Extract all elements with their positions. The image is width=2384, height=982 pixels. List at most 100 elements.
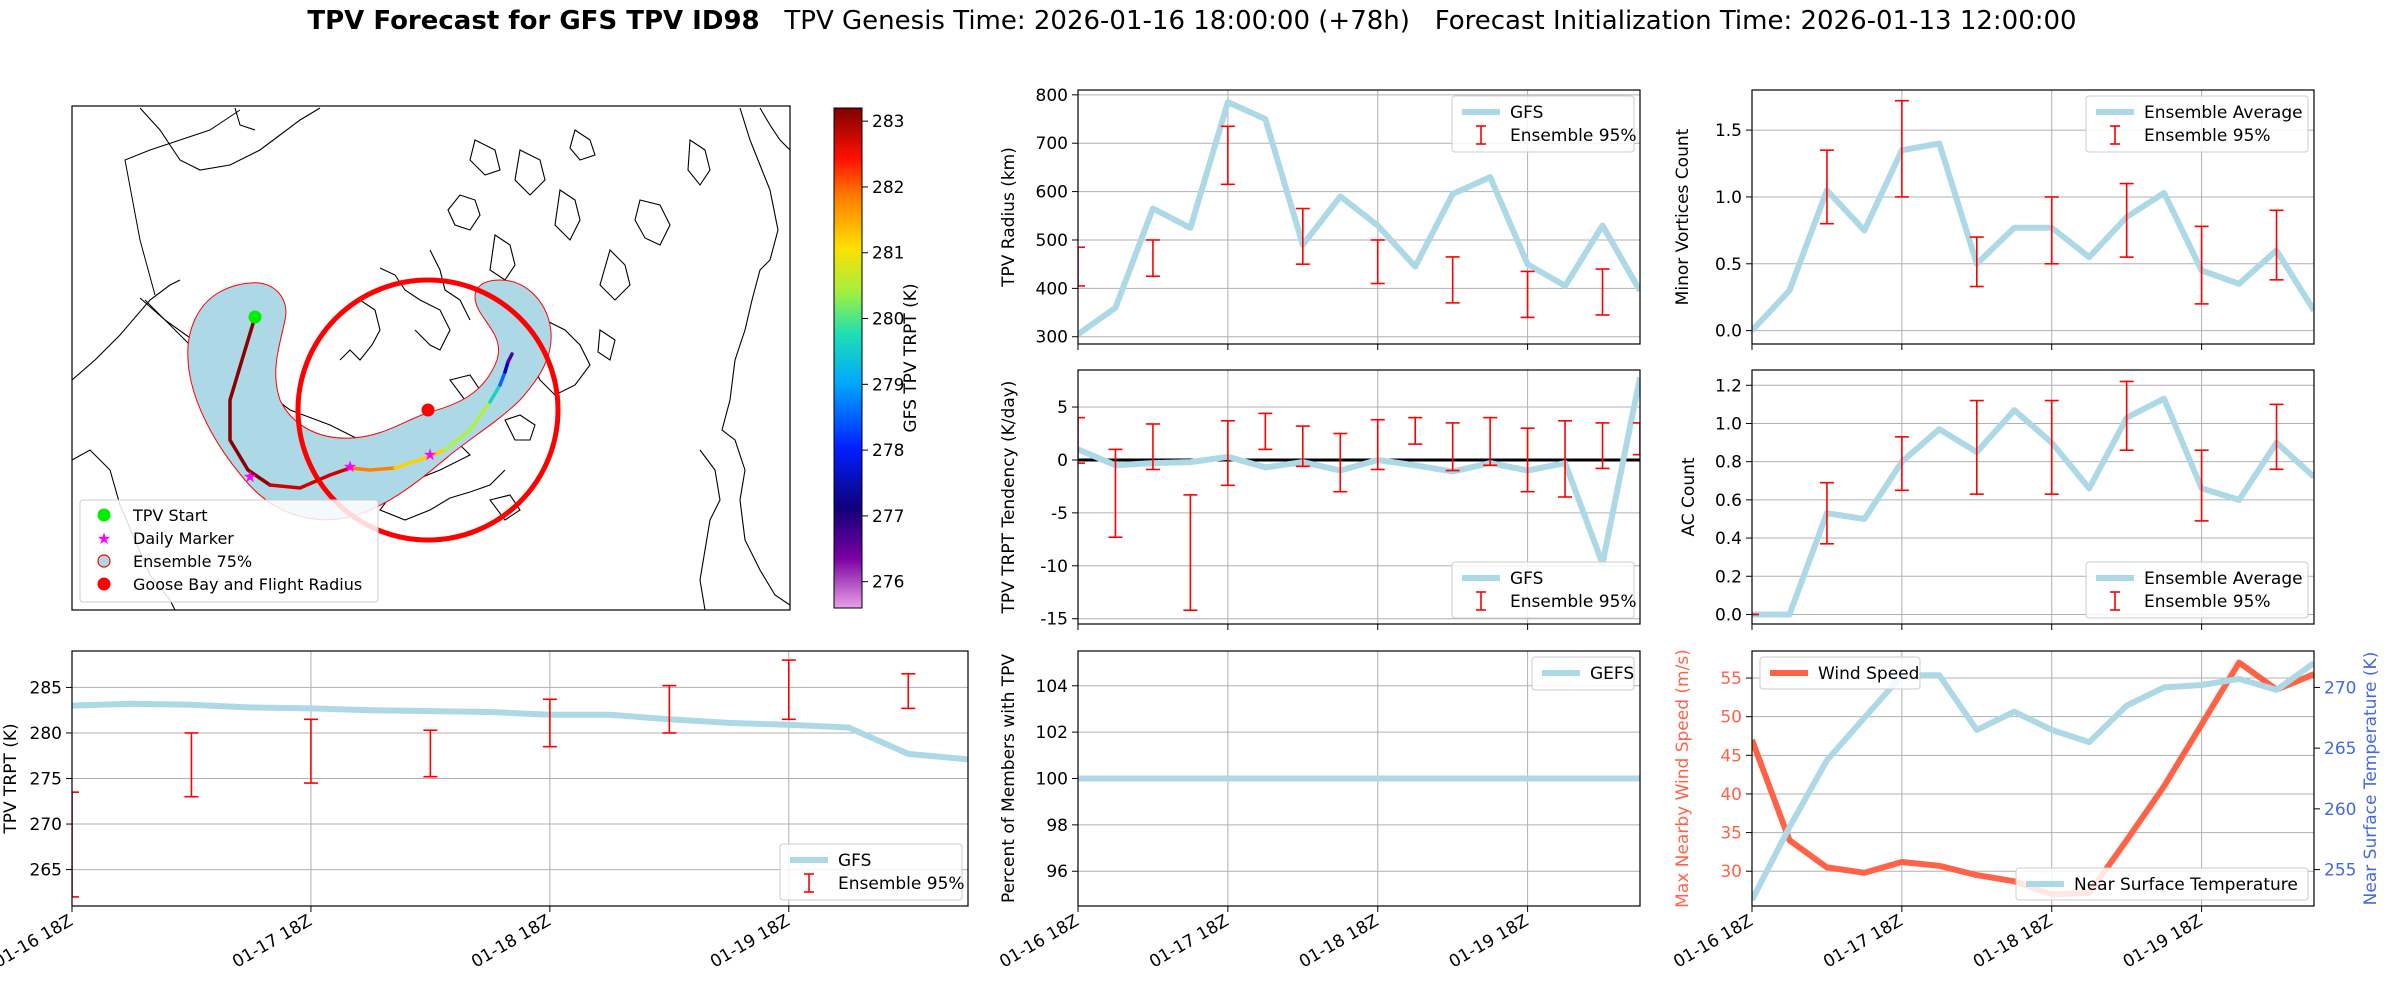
y-tick-label: 600: [1036, 183, 1068, 203]
y-tick-label: 40: [1720, 785, 1742, 805]
ring-marker-icon: [97, 554, 111, 568]
legend-wind: Wind Speed: [1759, 656, 1921, 690]
y-tick-label: 1.0: [1715, 188, 1742, 208]
error-bar: [303, 718, 318, 784]
error-bar: [1819, 149, 1834, 225]
plot-area: [1078, 99, 1640, 337]
y-right-tick-label: 270: [2324, 678, 2356, 698]
colorbar: 283 282 281 280 279 278 277 276 GFS TPV TRPT (K…: [833, 107, 921, 609]
error-bar: [1183, 494, 1198, 612]
legend-label: Ensemble Average: [2144, 103, 2303, 123]
y-tick-label: 0.4: [1715, 529, 1742, 549]
error-bar: [1445, 422, 1460, 472]
y-right-tick-label: 255: [2324, 861, 2356, 881]
series-line-gfs: [72, 700, 968, 763]
plot-frame: [1077, 369, 1641, 625]
y-right-tick-label: 260: [2324, 800, 2356, 820]
legend-errorbar-swatch: [1476, 591, 1486, 611]
error-bar: [1408, 416, 1423, 445]
y-tick-label: 30: [1720, 862, 1742, 882]
error-bar: [2119, 380, 2134, 452]
plot-area: [72, 659, 968, 898]
y-tick-label: 300: [1036, 328, 1068, 348]
error-bar: [1220, 125, 1235, 186]
error-bar: [542, 698, 557, 748]
y-tick-label: 800: [1036, 86, 1068, 106]
colorbar-gradient: [833, 107, 863, 609]
y-axis-label: TPV Radius (km): [999, 147, 1019, 288]
error-bar: [1445, 256, 1460, 304]
error-bar: [1558, 419, 1573, 498]
legend-box: [1759, 656, 1921, 690]
legend-label: GFS: [1510, 569, 1543, 589]
error-bar: [1520, 270, 1535, 319]
series-line-ensemble-average: [1752, 140, 2314, 333]
y-tick-label: 1.2: [1715, 376, 1742, 396]
x-tick-label: 01-18 18Z: [468, 911, 554, 972]
y-tick-label: -5: [1051, 504, 1068, 524]
error-bar: [1145, 239, 1160, 278]
error-bar: [2269, 403, 2284, 471]
error-bar: [184, 732, 199, 798]
y-axis-label: TPV TRPT (K): [1, 723, 21, 834]
goose-bay-marker: [421, 403, 435, 417]
map-legend: TPV Start ★ Daily Marker Ensemble 75% Goose …: [79, 499, 379, 603]
tpv-track: [228, 315, 514, 490]
figure-title-rest: TPV Genesis Time: 2026-01-16 18:00:00 (+…: [784, 6, 2077, 36]
x-tick-label: 01-17 18Z: [229, 911, 315, 972]
colorbar-tick-label: 279: [872, 375, 904, 395]
y-tick-label: 0.2: [1715, 567, 1742, 587]
error-bar: [1333, 432, 1348, 493]
error-bar: [1258, 412, 1273, 451]
dot-marker-icon: [97, 577, 111, 591]
error-bar: [1145, 423, 1160, 471]
y-tick-label: 500: [1036, 231, 1068, 251]
error-bar: [1894, 99, 1909, 198]
daily-markers: ★ ★ ★: [243, 445, 437, 486]
plot-area: [1752, 380, 2314, 618]
error-bar: [901, 672, 916, 710]
legend-errorbar-swatch: [2110, 125, 2120, 145]
legend-minor: Ensemble Average Ensemble 95%: [2085, 95, 2309, 153]
legend-tendency: GFS Ensemble 95%: [1451, 561, 1637, 619]
series-line-gfs: [1078, 376, 1640, 567]
legend-label: Wind Speed: [1818, 664, 1919, 684]
flight-radius-circle: [295, 277, 561, 543]
x-tick-label: 01-17 18Z: [1820, 911, 1906, 972]
y-tick-label: 100: [1036, 770, 1068, 790]
error-bar: [1370, 239, 1385, 285]
legend-label: Ensemble 95%: [1510, 592, 1637, 612]
y-right-tick-label: 265: [2324, 739, 2356, 759]
plot-frame: [71, 650, 969, 907]
legend-box: [2085, 561, 2309, 619]
y-tick-label: 0.5: [1715, 255, 1742, 275]
error-bar: [1108, 448, 1123, 539]
y-tick-label: 0.8: [1715, 453, 1742, 473]
error-bar: [1078, 246, 1085, 287]
error-bar: [1819, 481, 1834, 545]
legend-label: GFS: [838, 851, 871, 871]
colorbar-tick-label: 280: [872, 310, 904, 330]
legend-label: Ensemble 95%: [1510, 126, 1637, 146]
y-tick-label: 285: [30, 678, 62, 698]
error-bar: [2269, 209, 2284, 281]
legend-errorbar-swatch: [2110, 591, 2120, 611]
plot-frame: [1751, 650, 2315, 907]
daily-marker-star: ★: [423, 445, 437, 464]
map-legend-label: TPV Start: [132, 506, 208, 525]
y-tick-label: 55: [1720, 669, 1742, 689]
x-tick-label: 01-19 18Z: [1446, 911, 1532, 972]
error-bar: [2194, 225, 2209, 305]
plot-frame: [1751, 89, 2315, 345]
legend-label: GEFS: [1590, 664, 1634, 684]
error-bar: [1595, 422, 1610, 470]
map-border-2: [124, 109, 241, 296]
legend-box: [2015, 867, 2309, 901]
legend-errorbar-swatch: [1476, 125, 1486, 145]
chart-panel-minor: 0.0 0.5 1.0 1.5 Minor Vortices Count Ensemble…: [1673, 89, 2315, 350]
series-line-ensemble-average: [1752, 395, 2314, 618]
y-tick-label: 265: [30, 861, 62, 881]
plot-frame: [1077, 650, 1641, 907]
error-bar: [1220, 419, 1235, 487]
y-tick-label: 50: [1720, 708, 1742, 728]
